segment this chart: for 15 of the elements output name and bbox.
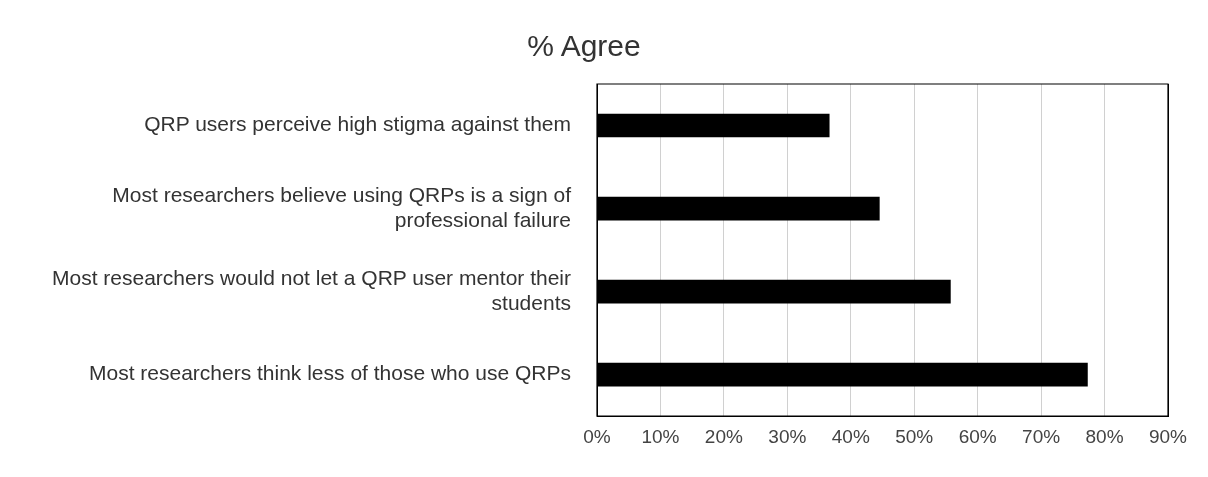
x-tick-label: 40% <box>831 425 870 447</box>
x-tick-label: 60% <box>958 425 997 447</box>
x-tick-label: 0% <box>583 425 611 447</box>
x-tick-label: 30% <box>768 425 807 447</box>
y-tick-label: Most researchers believe using QRPs is a sign of professional failure <box>112 182 572 231</box>
y-tick-label: QRP users perceive high stigma against them <box>144 112 571 136</box>
x-tick-label: 90% <box>1148 425 1188 447</box>
y-tick-label: Most researchers would not let a QRP user mentor their students <box>51 265 571 315</box>
x-tick-label: 20% <box>704 425 744 447</box>
x-tick-label: 10% <box>641 425 680 447</box>
y-tick-label: Most researchers think less of those who use QRPs <box>88 361 571 385</box>
x-tick-label: 80% <box>1085 425 1124 447</box>
x-tick-label: 70% <box>1022 425 1061 447</box>
chart-title: % Agree <box>527 29 641 63</box>
x-tick-label: 50% <box>895 425 934 447</box>
